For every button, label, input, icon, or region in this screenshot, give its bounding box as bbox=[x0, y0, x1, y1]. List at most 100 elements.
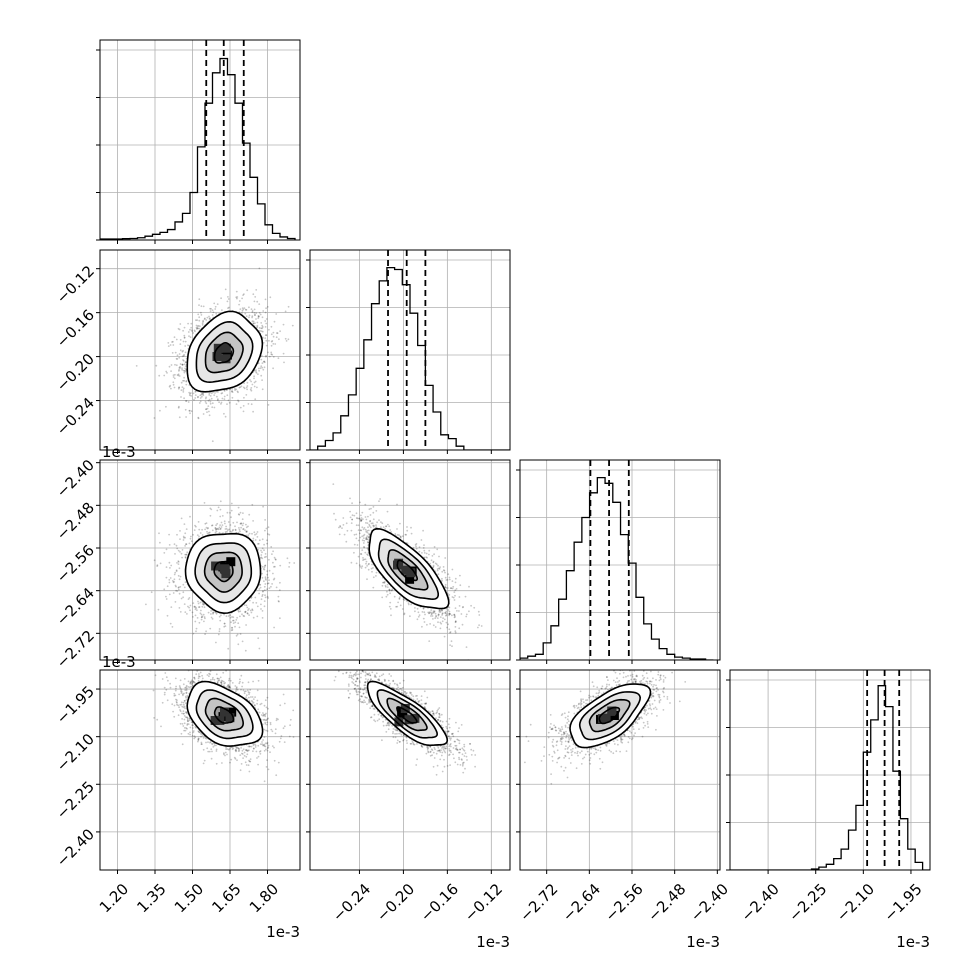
sample-point bbox=[279, 564, 282, 567]
sample-point bbox=[178, 567, 181, 570]
sample-point bbox=[214, 531, 217, 534]
sample-point bbox=[367, 541, 369, 543]
sample-point bbox=[178, 693, 181, 696]
sample-point bbox=[275, 717, 278, 720]
sample-point bbox=[183, 371, 186, 374]
sample-point bbox=[355, 562, 358, 565]
sample-point bbox=[268, 558, 270, 561]
sample-point bbox=[266, 533, 269, 535]
sample-point bbox=[418, 550, 421, 553]
sample-point bbox=[285, 340, 288, 342]
sample-point bbox=[369, 678, 372, 681]
sample-point bbox=[362, 542, 365, 544]
sample-point bbox=[252, 322, 255, 325]
sample-point bbox=[242, 512, 244, 514]
sample-point bbox=[246, 750, 249, 753]
sample-point bbox=[260, 554, 263, 556]
sample-point bbox=[220, 403, 222, 405]
sample-point bbox=[426, 556, 428, 559]
sample-point bbox=[417, 701, 420, 703]
sample-point bbox=[145, 603, 147, 606]
sample-point bbox=[259, 557, 262, 559]
sample-point bbox=[222, 671, 225, 674]
sample-point bbox=[273, 577, 276, 580]
sample-point bbox=[356, 517, 359, 520]
sample-point bbox=[182, 369, 185, 372]
panel-frame bbox=[99, 249, 301, 451]
sample-point bbox=[261, 741, 263, 743]
sample-point bbox=[188, 409, 191, 412]
panel-frame bbox=[309, 459, 511, 661]
contour-1 bbox=[204, 697, 245, 732]
sample-point bbox=[175, 589, 178, 592]
sample-point bbox=[432, 561, 435, 564]
sample-point bbox=[339, 525, 342, 528]
sample-point bbox=[231, 682, 234, 684]
sample-point bbox=[240, 385, 243, 388]
sample-point bbox=[388, 589, 391, 592]
sample-point bbox=[461, 753, 464, 756]
sample-point bbox=[201, 734, 204, 736]
sample-point bbox=[390, 531, 393, 533]
sample-point bbox=[246, 689, 249, 692]
sample-point bbox=[245, 531, 248, 533]
sample-point bbox=[209, 310, 212, 312]
sample-point bbox=[368, 701, 370, 704]
sample-point bbox=[338, 655, 340, 657]
sample-point bbox=[370, 716, 372, 719]
sample-point bbox=[456, 763, 459, 766]
sample-point bbox=[211, 440, 214, 443]
sample-point bbox=[196, 319, 199, 321]
sample-point bbox=[268, 569, 271, 572]
sample-point bbox=[185, 380, 188, 382]
sample-point bbox=[163, 691, 166, 694]
sample-point bbox=[412, 743, 415, 746]
sample-point bbox=[264, 576, 267, 579]
sample-point bbox=[254, 539, 257, 541]
sample-point bbox=[155, 364, 158, 367]
sample-point bbox=[239, 308, 242, 310]
sample-point bbox=[204, 397, 207, 400]
sample-point bbox=[211, 750, 213, 753]
sample-point bbox=[191, 611, 194, 614]
sample-point bbox=[178, 375, 181, 377]
sample-point bbox=[198, 316, 201, 319]
sample-point bbox=[187, 732, 190, 735]
sample-point bbox=[256, 605, 259, 608]
sample-point bbox=[165, 576, 168, 579]
sample-point bbox=[253, 747, 255, 750]
sample-point bbox=[463, 761, 465, 764]
sample-point bbox=[215, 641, 217, 644]
sample-point bbox=[200, 618, 203, 621]
sample-point bbox=[198, 606, 200, 608]
sample-point bbox=[443, 569, 446, 572]
sample-point bbox=[282, 693, 285, 696]
sample-point bbox=[234, 749, 237, 752]
sample-point bbox=[263, 600, 266, 602]
sample-point bbox=[375, 575, 377, 577]
sample-point bbox=[248, 759, 250, 762]
sample-point bbox=[173, 580, 175, 583]
sample-point bbox=[180, 381, 183, 384]
sample-point bbox=[237, 610, 240, 613]
sample-point bbox=[386, 586, 389, 588]
sample-point bbox=[193, 606, 196, 608]
sample-point bbox=[195, 673, 198, 676]
sample-point bbox=[199, 400, 202, 403]
sample-point bbox=[369, 707, 371, 709]
sample-point bbox=[458, 739, 461, 742]
sample-point bbox=[165, 405, 167, 408]
sample-point bbox=[214, 528, 217, 531]
sample-point bbox=[396, 739, 399, 742]
sample-point bbox=[427, 747, 430, 749]
contour-2 bbox=[377, 538, 439, 601]
sample-point bbox=[221, 515, 224, 517]
sample-point bbox=[453, 616, 456, 619]
sample-point bbox=[360, 567, 363, 569]
scatter-panel-2-1 bbox=[309, 459, 511, 661]
sample-point bbox=[248, 749, 250, 752]
sample-point bbox=[219, 676, 222, 679]
sample-point bbox=[188, 391, 191, 394]
sample-point bbox=[429, 623, 431, 625]
sample-point bbox=[217, 398, 219, 400]
